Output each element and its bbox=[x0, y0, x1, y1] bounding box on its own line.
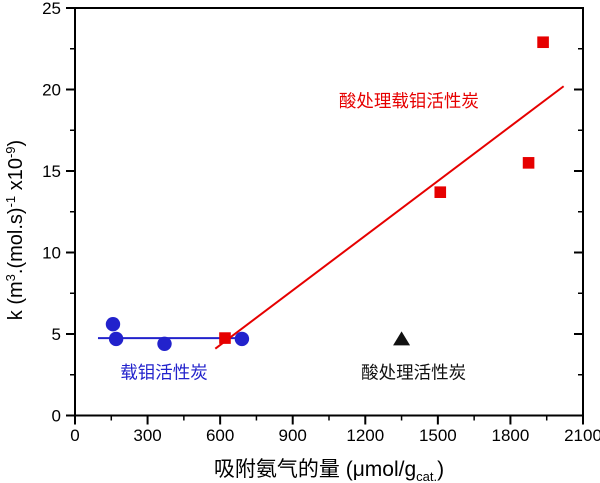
plot-frame bbox=[74, 7, 584, 417]
x-axis-title-text: 吸附氨气的量 (μmol/g bbox=[213, 458, 417, 481]
y-tick-label: 15 bbox=[42, 162, 61, 181]
x-axis-title: 吸附氨气的量 (μmol/gcat.) bbox=[75, 453, 583, 483]
y-tick-label: 20 bbox=[42, 81, 61, 100]
y-axis-title-text: k (m bbox=[5, 281, 27, 321]
x-tick-label: 1500 bbox=[419, 426, 457, 445]
data-point-mo-activated-carbon bbox=[105, 317, 121, 332]
x-axis-title-close: ) bbox=[437, 458, 445, 481]
y-axis-title: k (m3.(mol.s)-1 x10-9) bbox=[3, 26, 33, 434]
data-point-acid-treated-activated-carbon bbox=[393, 331, 411, 346]
x-tick-label: 900 bbox=[279, 426, 307, 445]
y-tick-label: 5 bbox=[52, 325, 61, 344]
x-tick-label: 300 bbox=[133, 426, 161, 445]
annotation-label-acid-mo: 酸处理载钼活性炭 bbox=[339, 91, 479, 111]
y-tick-label: 0 bbox=[52, 407, 61, 426]
x-tick-label: 1200 bbox=[346, 426, 384, 445]
data-point-mo-activated-carbon bbox=[234, 331, 250, 347]
annotation-label-mo: 载钼活性炭 bbox=[120, 362, 208, 382]
y-axis-title-close: ) bbox=[5, 139, 27, 147]
annotation-label-acid: 酸处理活性炭 bbox=[361, 362, 466, 382]
x-tick-label: 600 bbox=[206, 426, 234, 445]
data-point-acid-treated-mo-activated-carbon bbox=[434, 186, 447, 198]
x-tick-label: 2100 bbox=[564, 426, 600, 445]
x-tick-label: 1800 bbox=[492, 426, 530, 445]
data-point-acid-treated-mo-activated-carbon bbox=[537, 36, 549, 49]
y-tick-label: 10 bbox=[42, 244, 61, 263]
fit-line-acid-treated-mo-activated-carbon bbox=[214, 85, 565, 350]
y-axis-title-sup-inverse: -1 bbox=[3, 195, 18, 208]
data-point-mo-activated-carbon bbox=[157, 336, 172, 351]
data-point-acid-treated-mo-activated-carbon bbox=[522, 157, 535, 169]
y-axis-title-sup-exp: -9 bbox=[3, 146, 18, 159]
y-axis-title-x10: x10 bbox=[5, 158, 27, 196]
x-tick-label: 0 bbox=[70, 426, 79, 445]
y-tick-label: 25 bbox=[42, 0, 61, 18]
x-axis-title-subscript: cat. bbox=[416, 469, 438, 483]
data-point-acid-treated-mo-activated-carbon bbox=[219, 332, 231, 344]
y-axis-title-mol: .(mol.s) bbox=[5, 207, 27, 275]
y-axis-title-sup-cubed: 3 bbox=[3, 274, 18, 282]
data-point-mo-activated-carbon bbox=[108, 331, 124, 347]
